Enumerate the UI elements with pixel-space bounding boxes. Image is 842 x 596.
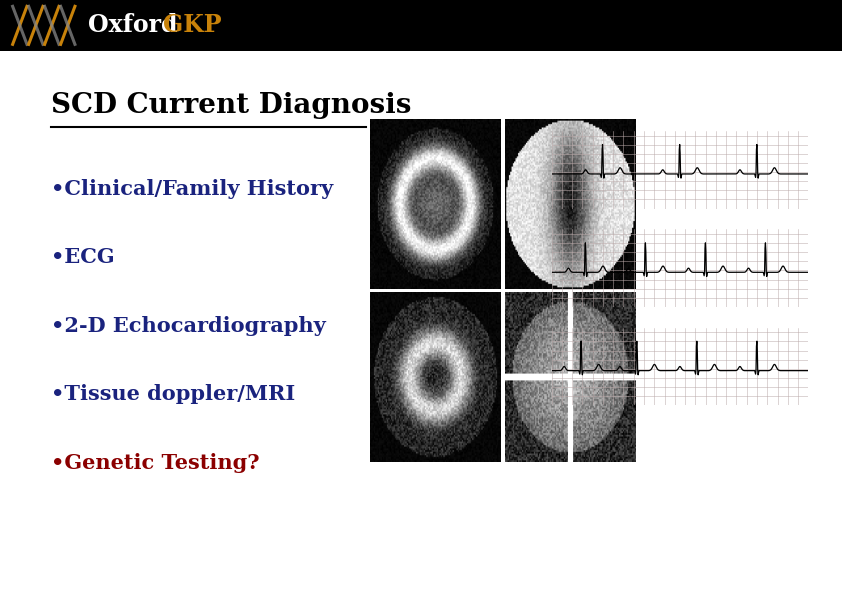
Text: •ECG: •ECG [51, 247, 115, 268]
Text: Oxford: Oxford [88, 13, 178, 38]
Text: •Genetic Testing?: •Genetic Testing? [51, 453, 259, 473]
Text: •Clinical/Family History: •Clinical/Family History [51, 179, 333, 199]
Text: GKP: GKP [163, 13, 221, 38]
Text: •2-D Echocardiography: •2-D Echocardiography [51, 316, 325, 336]
Text: SCD Current Diagnosis: SCD Current Diagnosis [51, 92, 411, 119]
Text: •Tissue doppler/MRI: •Tissue doppler/MRI [51, 384, 295, 405]
FancyBboxPatch shape [0, 0, 842, 51]
